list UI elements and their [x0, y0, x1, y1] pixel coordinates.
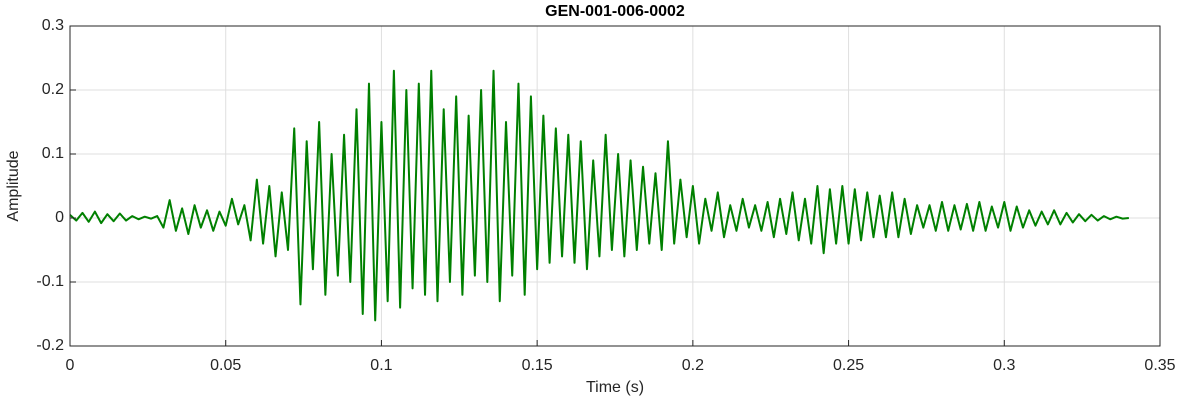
y-tick-label: 0: [55, 209, 64, 226]
y-tick-label: -0.2: [36, 337, 64, 354]
waveform-line: [69, 69, 1129, 322]
x-tick-label: 0: [66, 357, 75, 374]
x-tick-label: 0.3: [993, 357, 1015, 374]
y-tick-label: 0.1: [42, 145, 64, 162]
x-tick-label: 0.1: [370, 357, 392, 374]
plot-lines: [69, 69, 1129, 322]
x-tick-label: 0.05: [210, 357, 241, 374]
y-axis-label: Amplitude: [5, 150, 22, 221]
y-tick-label: 0.2: [42, 81, 64, 98]
x-tick-label: 0.15: [522, 357, 553, 374]
x-tick-label: 0.25: [833, 357, 864, 374]
x-axis-label: Time (s): [586, 379, 644, 396]
axes-box: [69, 25, 1161, 347]
x-tick-label: 0.35: [1144, 357, 1175, 374]
ticks: 0 0.05 0.1 0.15 0.2 0.25 0.3 0.35 -0.2 -0.1 0 0.1 0.…: [36, 17, 1175, 374]
y-tick-label: 0.3: [42, 17, 64, 34]
y-tick-label: -0.1: [36, 273, 64, 290]
chart-title: GEN-001-006-0002: [545, 3, 685, 20]
x-tick-label: 0.2: [682, 357, 704, 374]
